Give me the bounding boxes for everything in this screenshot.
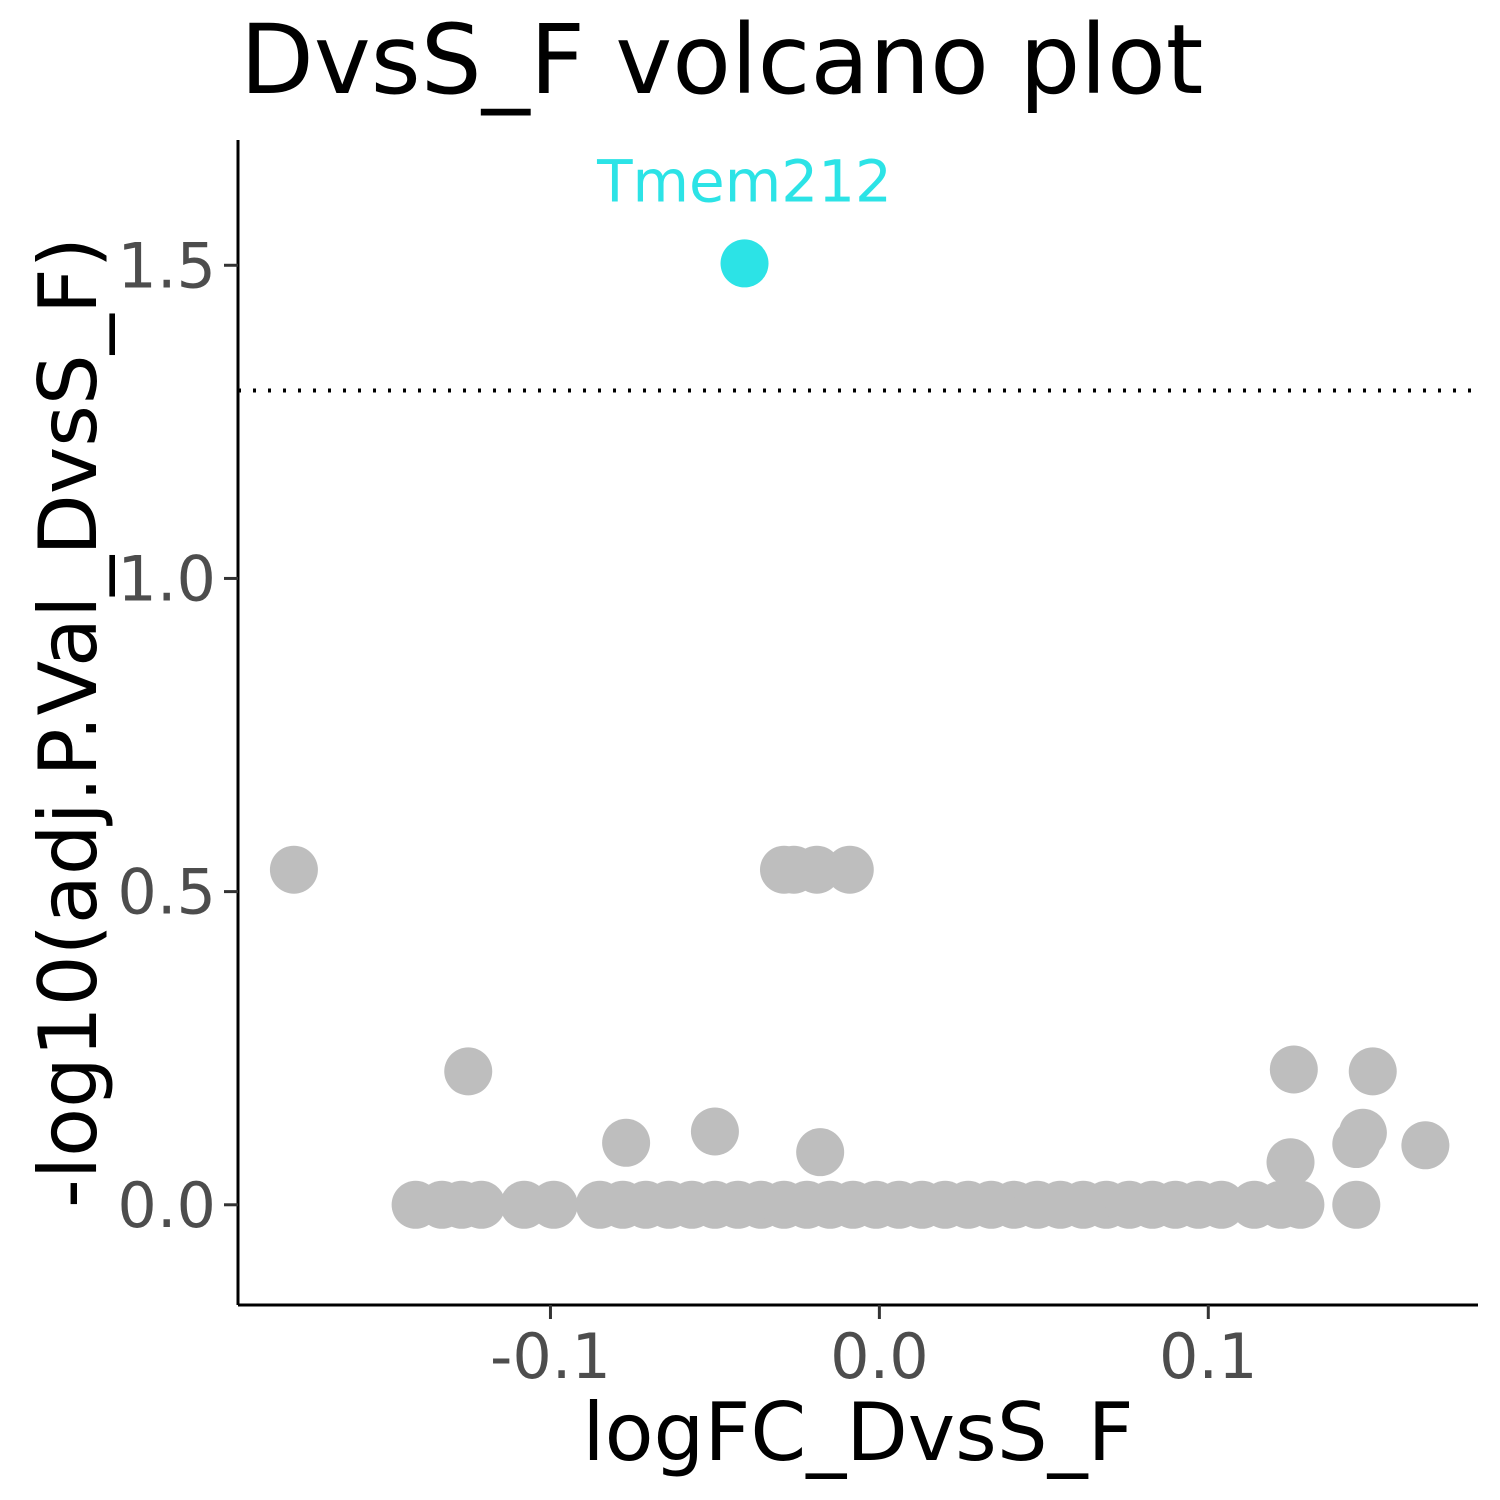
significant-point-0 [720,239,769,288]
data-point-0 [269,845,318,894]
data-point-10 [796,1128,845,1177]
x-tick-label: -0.1 [490,1320,611,1393]
data-point-18 [457,1180,506,1229]
data-point-52 [1332,1180,1381,1229]
data-point-4 [825,845,874,894]
data-point-8 [602,1118,651,1167]
data-point-51 [1276,1180,1325,1229]
data-point-7 [1348,1047,1397,1096]
point-labels-layer: Tmem212 [596,147,892,215]
axes-layer: 0.0 0.5 1.0 1.5 -0.1 0.0 0.1 [117,140,1478,1393]
data-point-3 [792,845,841,894]
chart-title: DvsS_F volcano plot [240,4,1204,116]
data-point-13 [1332,1120,1381,1169]
data-point-20 [529,1180,578,1229]
data-point-48 [1197,1180,1246,1229]
data-point-5 [444,1047,493,1096]
data-point-9 [690,1107,739,1156]
data-point-11 [1266,1138,1315,1187]
point-label: Tmem212 [596,147,892,215]
data-point-14 [1401,1121,1450,1170]
y-tick-label: 0.5 [117,856,216,929]
data-point-6 [1269,1045,1318,1094]
y-tick-label: 1.5 [117,229,216,302]
x-tick-label: 0.0 [830,1320,929,1393]
y-axis-title: -log10(adj.P.Val_DvsS_F) [22,237,115,1208]
y-tick-label: 1.0 [117,542,216,615]
x-tick-label: 0.1 [1159,1320,1258,1393]
x-axis-title: logFC_DvsS_F [582,1386,1133,1479]
y-tick-label: 0.0 [117,1169,216,1242]
points-layer [269,239,1450,1229]
